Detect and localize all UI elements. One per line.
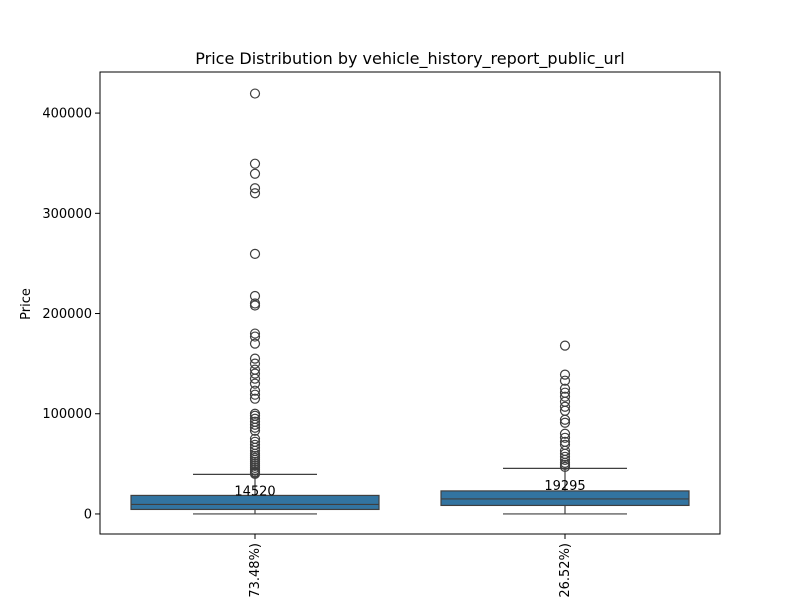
plot-area: 0 100000 200000 300000 400000 73.48%) 14520 26.… [42,88,690,598]
outlier-point [249,425,261,436]
outlier-point [559,432,571,443]
outlier-point [249,168,261,179]
outlier-point [249,419,261,430]
iqr-box [440,490,690,507]
outlier-point [249,88,261,99]
outlier-point [249,300,261,311]
outlier-point [249,385,261,396]
chart-title: Price Distribution by vehicle_history_re… [195,49,624,69]
plot-frame [99,71,721,535]
outlier-point [249,183,261,194]
outlier-point [559,451,571,462]
median-annotation: 14520 [234,484,275,499]
y-tick-label: 400000 [42,107,92,122]
outlier-point [249,338,261,349]
outlier-point [249,468,261,479]
outlier-point [249,158,261,169]
y-tick-label: 200000 [42,307,92,322]
y-tick-label: 0 [84,507,92,522]
y-tick-label: 100000 [42,407,92,422]
outlier-point [559,369,571,380]
outlier-point [559,401,571,412]
outlier-point [249,353,261,364]
outlier-point [559,383,571,394]
outlier-point [249,248,261,259]
outlier-point [559,391,571,402]
outlier-point [249,328,261,339]
y-tick-label: 300000 [42,207,92,222]
outlier-point [559,428,571,439]
outlier-point [249,358,261,369]
outlier-point [559,461,571,472]
outlier-point [559,340,571,351]
outlier-point [559,375,571,386]
median-annotation: 19295 [544,479,585,494]
iqr-box [130,494,380,511]
x-tick-label: 26.52%) [558,543,573,598]
outlier-point [249,422,261,433]
outlier-point [249,368,261,379]
outlier-point [249,188,261,199]
outlier-point [249,331,261,342]
x-tick-label: 73.48%) [248,543,263,598]
y-axis-label: Price [19,288,34,320]
outlier-point [559,414,571,425]
outlier-point [559,417,571,428]
outlier-point [249,389,261,400]
outlier-point [559,454,571,465]
outlier-point [249,393,261,404]
outlier-point [249,373,261,384]
outlier-point [249,378,261,389]
outlier-point [249,442,261,453]
